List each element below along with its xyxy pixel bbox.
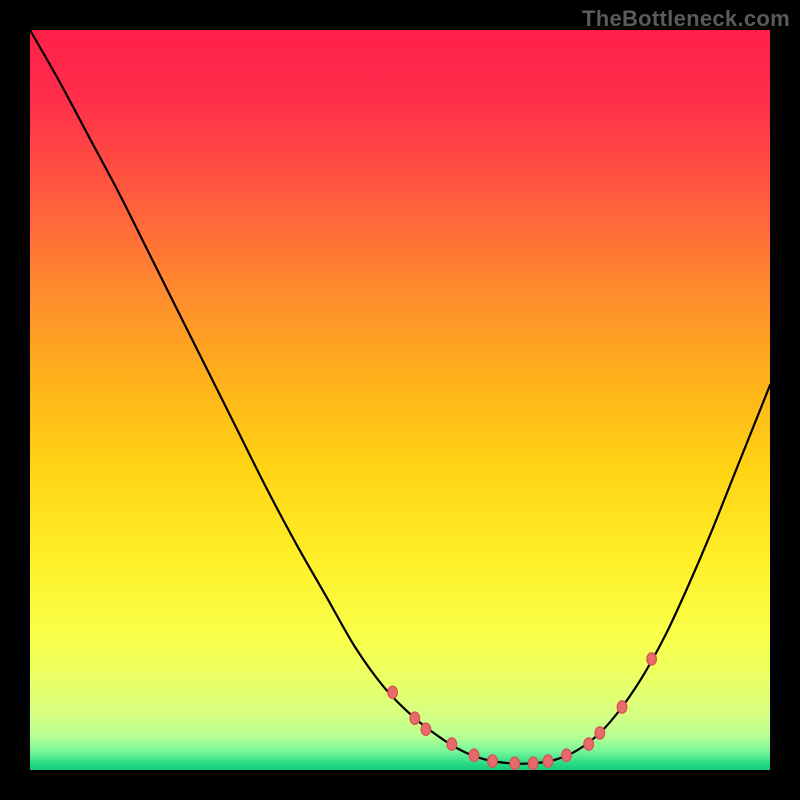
data-marker	[595, 727, 605, 739]
data-marker	[562, 749, 572, 761]
data-marker	[510, 757, 520, 769]
data-marker	[421, 723, 431, 735]
watermark-text: TheBottleneck.com	[582, 6, 790, 32]
data-marker	[488, 755, 498, 767]
data-marker	[469, 749, 479, 761]
plot-gradient	[30, 30, 770, 770]
data-marker	[584, 738, 594, 750]
data-marker	[447, 738, 457, 750]
data-marker	[617, 701, 627, 713]
chart-stage: TheBottleneck.com	[0, 0, 800, 800]
data-marker	[528, 757, 538, 769]
data-marker	[388, 686, 398, 698]
chart-svg	[0, 0, 800, 800]
data-marker	[543, 755, 553, 767]
data-marker	[647, 653, 657, 665]
data-marker	[410, 712, 420, 724]
